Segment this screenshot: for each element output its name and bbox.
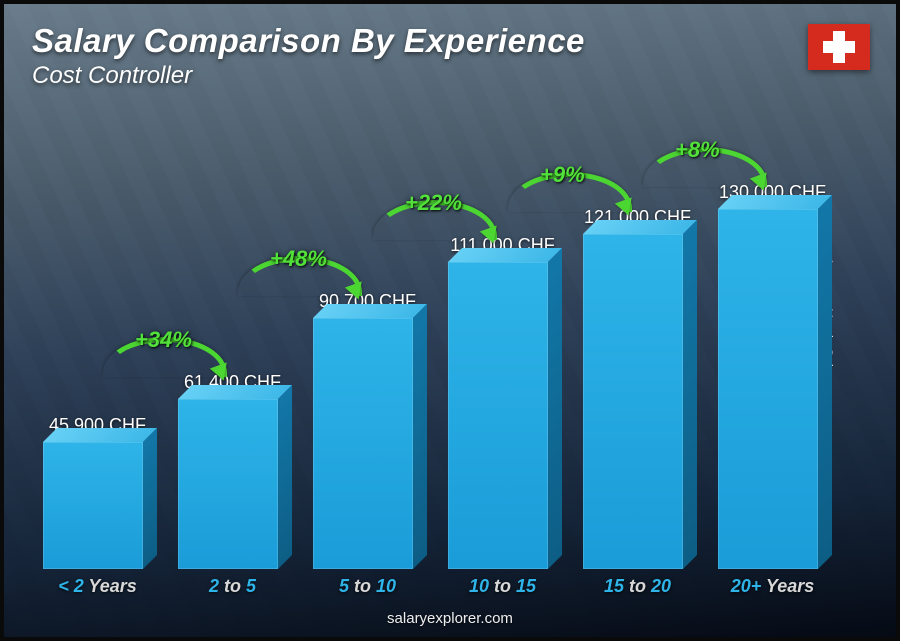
chart-title: Salary Comparison By Experience <box>32 22 585 60</box>
bar-column: 121,000 CHF <box>574 207 701 569</box>
category-label: 20+ Years <box>709 576 836 597</box>
title-block: Salary Comparison By Experience Cost Con… <box>32 22 585 90</box>
footer-source: salaryexplorer.com <box>4 610 896 627</box>
bar-column: 61,400 CHF <box>169 372 296 569</box>
category-label: 10 to 15 <box>439 576 566 597</box>
bar-column: 130,000 CHF <box>709 182 836 569</box>
category-label: 5 to 10 <box>304 576 431 597</box>
bar <box>178 399 288 569</box>
image-frame: Salary Comparison By Experience Cost Con… <box>0 0 900 641</box>
category-label: < 2 Years <box>34 576 161 597</box>
category-label: 2 to 5 <box>169 576 296 597</box>
bar-column: 45,900 CHF <box>34 415 161 569</box>
bar <box>718 209 828 569</box>
category-label: 15 to 20 <box>574 576 701 597</box>
bar <box>43 442 153 569</box>
swiss-flag-icon <box>808 24 870 70</box>
category-axis: < 2 Years 2 to 5 5 to 10 10 to 15 15 to 20 20… <box>34 576 836 597</box>
bar <box>313 318 423 569</box>
bar-column: 90,700 CHF <box>304 291 431 569</box>
chart-subtitle: Cost Controller <box>32 62 585 90</box>
bar-chart: 45,900 CHF61,400 CHF90,700 CHF111,000 CH… <box>34 99 836 569</box>
chart-canvas: Salary Comparison By Experience Cost Con… <box>4 4 896 637</box>
bar <box>583 234 693 569</box>
bar-column: 111,000 CHF <box>439 235 566 569</box>
bar <box>448 262 558 569</box>
